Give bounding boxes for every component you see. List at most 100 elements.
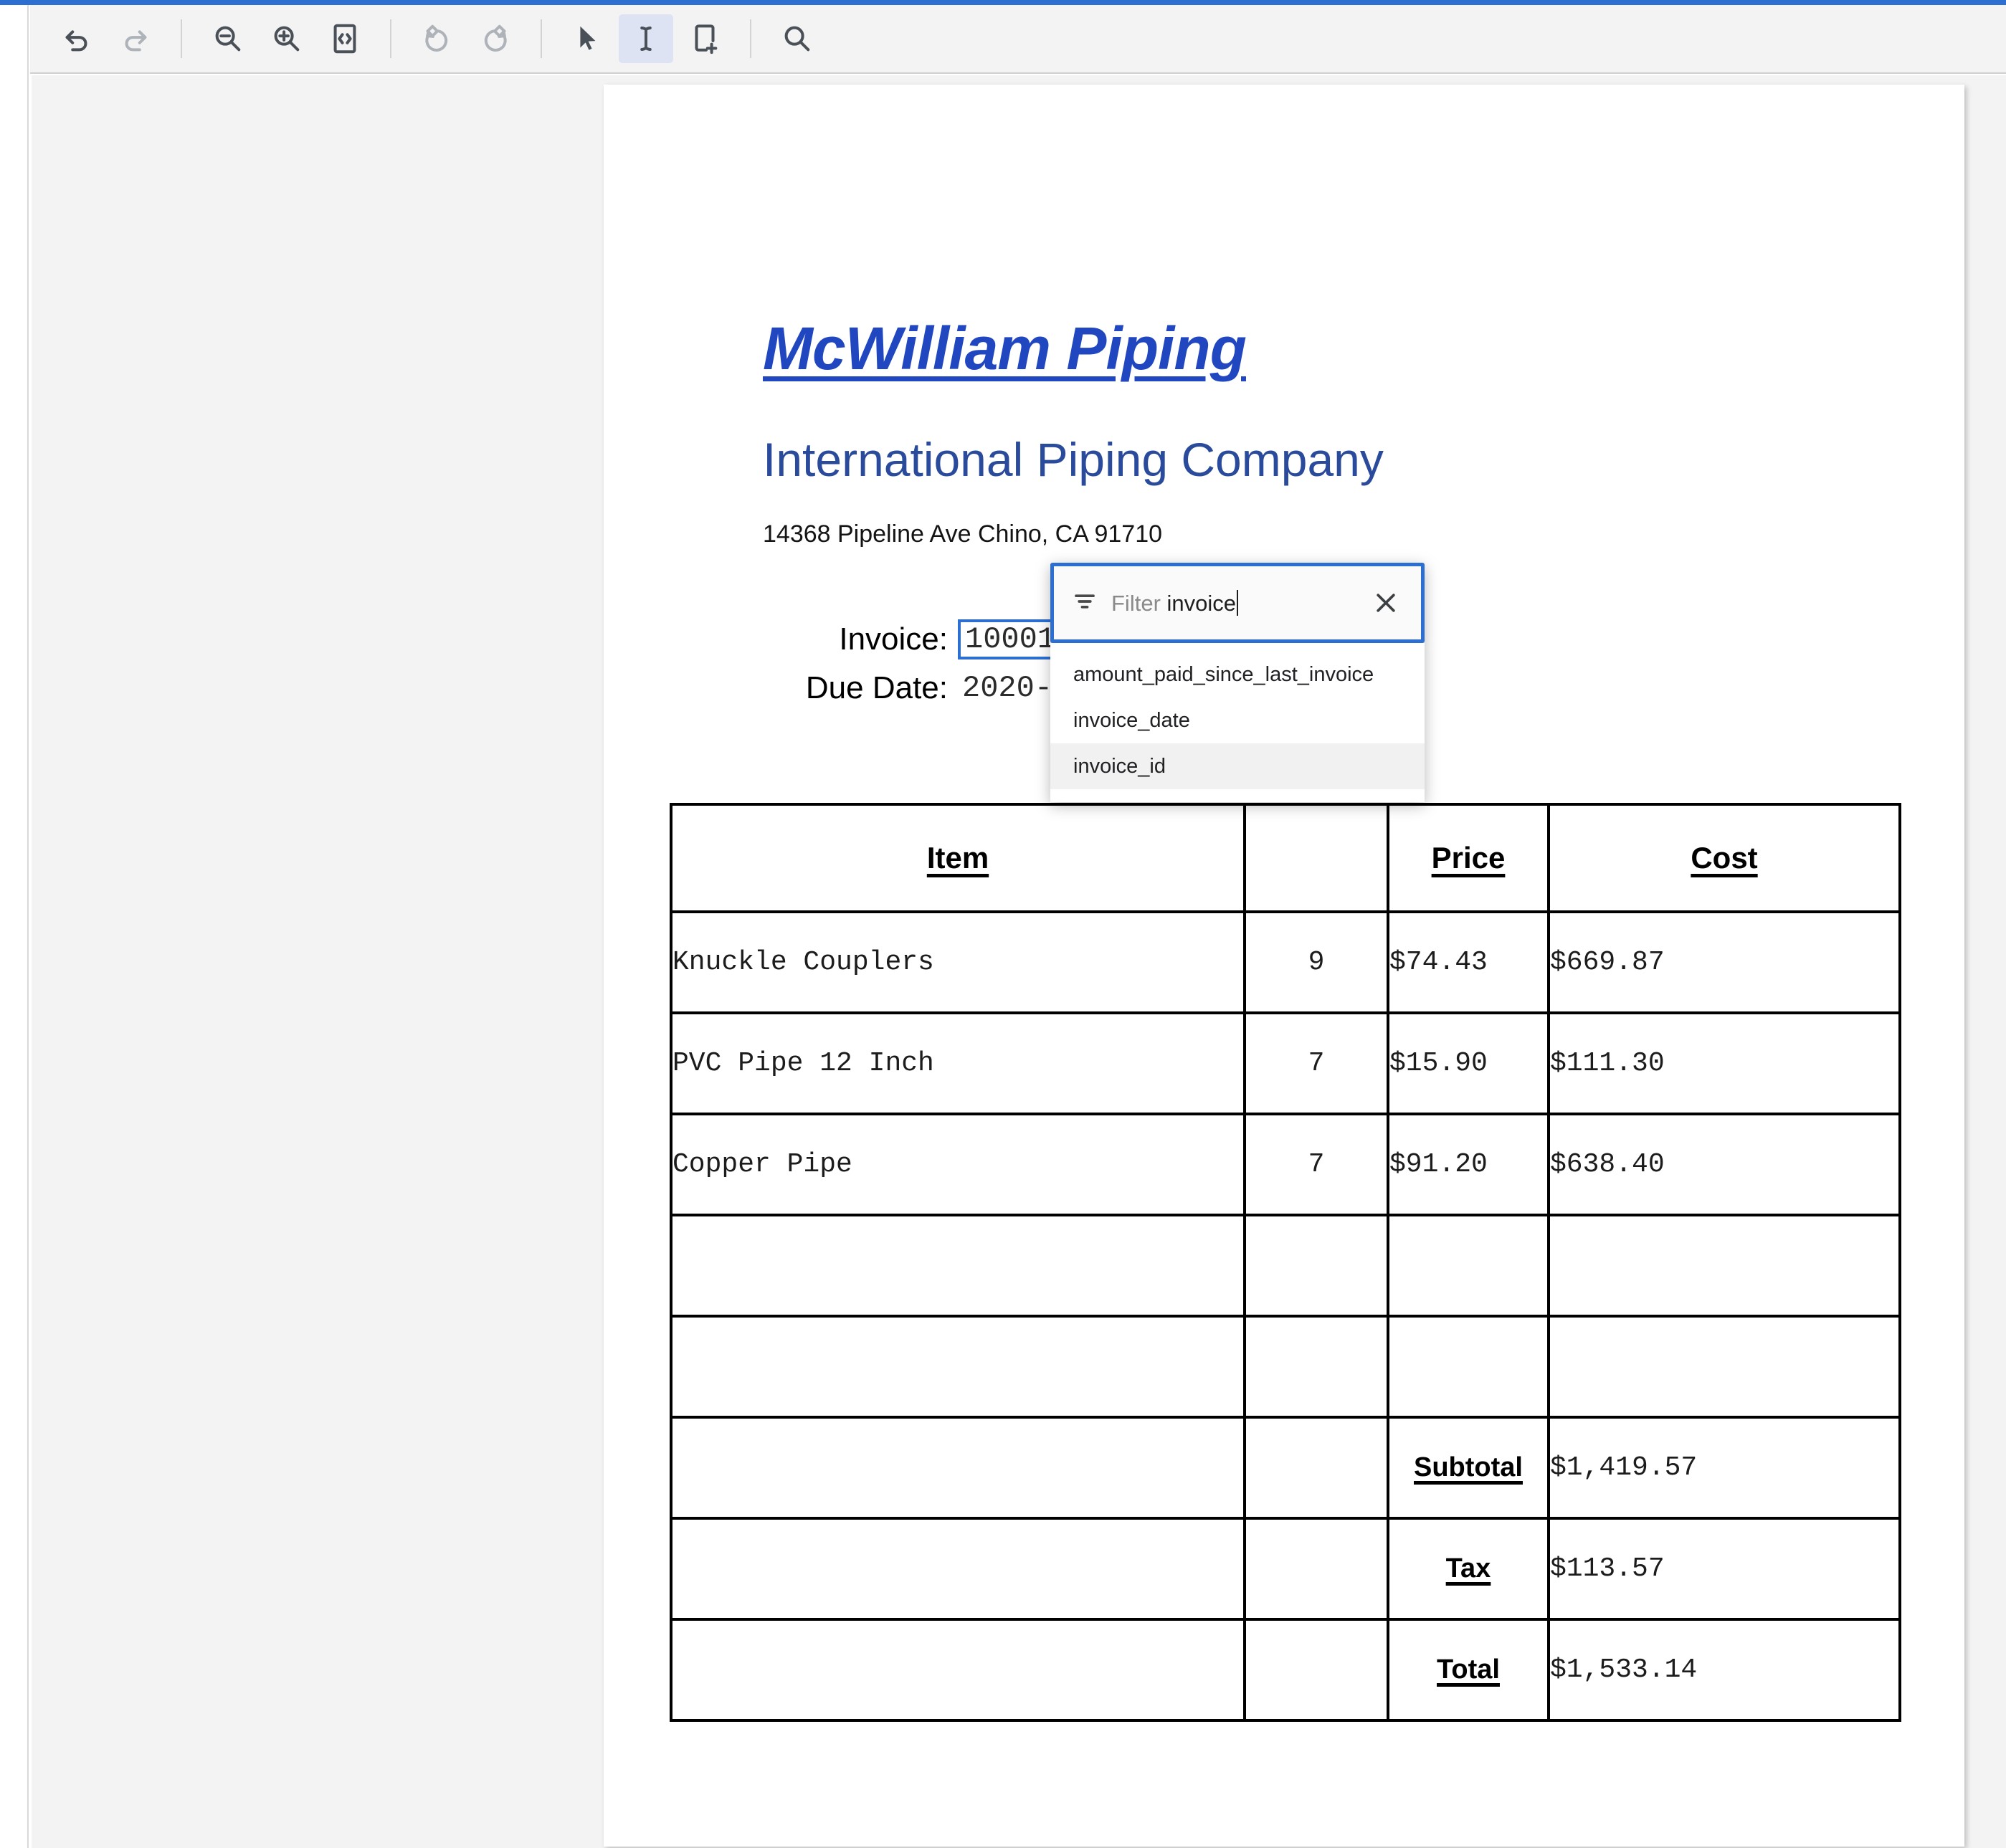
cell-price[interactable]: $74.43	[1387, 910, 1550, 1014]
summary-value-tax[interactable]: $113.57	[1547, 1517, 1901, 1621]
table-row[interactable]	[670, 1315, 1901, 1419]
toolbar-group-history	[47, 14, 165, 63]
filter-options-list: amount_paid_since_last_invoice invoice_d…	[1050, 643, 1425, 802]
text-tool-button[interactable]	[619, 14, 673, 63]
add-page-button[interactable]	[678, 14, 732, 63]
undo-button[interactable]	[49, 14, 104, 63]
toolbar	[30, 5, 2006, 74]
cell-quantity[interactable]: 7	[1243, 1113, 1389, 1216]
column-header-price: Price	[1387, 803, 1550, 913]
add-page-icon	[688, 22, 721, 55]
summary-label-tax: Tax	[1387, 1517, 1550, 1621]
document-page[interactable]: McWilliam Piping International Piping Co…	[604, 85, 1964, 1847]
toolbar-group-tools	[558, 14, 734, 63]
column-header-cost: Cost	[1547, 803, 1901, 913]
filter-list-icon	[1073, 589, 1097, 617]
cell-cost[interactable]: $638.40	[1547, 1113, 1901, 1216]
company-tagline: International Piping Company	[763, 433, 1384, 486]
summary-spacer-item	[670, 1416, 1246, 1520]
rotate-left-icon	[420, 22, 453, 55]
redo-button[interactable]	[108, 14, 163, 63]
cell-quantity[interactable]	[1243, 1214, 1389, 1318]
zoom-in-button[interactable]	[259, 14, 313, 63]
invoice-number-field[interactable]: 10001	[958, 619, 1063, 659]
summary-value-subtotal[interactable]: $1,419.57	[1547, 1416, 1901, 1520]
cell-cost[interactable]	[1547, 1315, 1901, 1419]
column-header-quantity	[1243, 803, 1389, 913]
summary-spacer-quantity	[1243, 1618, 1389, 1722]
cell-item[interactable]: Copper Pipe	[670, 1113, 1246, 1216]
summary-label-subtotal: Subtotal	[1387, 1416, 1550, 1520]
filter-input-container[interactable]: Filter invoice	[1050, 563, 1425, 643]
company-name: McWilliam Piping	[763, 315, 1247, 382]
toolbar-group-search	[767, 14, 826, 63]
invoice-meta-block: Invoice: 10001 Due Date: 2020-0	[754, 615, 1328, 713]
column-header-item: Item	[670, 803, 1246, 913]
summary-spacer-quantity	[1243, 1517, 1389, 1621]
table-row[interactable]	[670, 1214, 1901, 1318]
filter-option-invoice-date[interactable]: invoice_date	[1073, 708, 1190, 732]
zoom-out-icon	[211, 22, 244, 55]
fit-width-icon	[328, 22, 361, 55]
invoice-table: Item Price Cost Knuckle Couplers 9 $74.4…	[670, 803, 1901, 1722]
redo-icon	[119, 22, 152, 55]
top-accent-bar	[0, 0, 2006, 5]
cell-cost[interactable]: $669.87	[1547, 910, 1901, 1014]
cell-price[interactable]	[1387, 1214, 1550, 1318]
cell-price[interactable]: $91.20	[1387, 1113, 1550, 1216]
rotate-right-icon	[479, 22, 512, 55]
invoice-number-row: Invoice: 10001	[754, 615, 1328, 664]
search-button[interactable]	[769, 14, 824, 63]
company-address: 14368 Pipeline Ave Chino, CA 91710	[763, 520, 1163, 548]
text-caret	[1237, 589, 1238, 616]
rotate-left-button[interactable]	[409, 14, 464, 63]
summary-row-tax[interactable]: Tax $113.57	[670, 1517, 1901, 1621]
toolbar-divider-3	[541, 19, 542, 58]
table-row[interactable]: Knuckle Couplers 9 $74.43 $669.87	[670, 910, 1901, 1014]
select-tool-button[interactable]	[560, 14, 614, 63]
cell-quantity[interactable]: 7	[1243, 1011, 1389, 1115]
zoom-out-button[interactable]	[200, 14, 255, 63]
summary-value-total[interactable]: $1,533.14	[1547, 1618, 1901, 1722]
toolbar-group-zoom	[198, 14, 374, 63]
summary-spacer-item	[670, 1618, 1246, 1722]
undo-icon	[60, 22, 93, 55]
table-header-row: Item Price Cost	[670, 803, 1901, 913]
filter-option-amount-paid-since-last-invoice[interactable]: amount_paid_since_last_invoice	[1073, 662, 1374, 686]
due-date-label: Due Date:	[805, 670, 948, 705]
summary-spacer-quantity	[1243, 1416, 1389, 1520]
summary-spacer-item	[670, 1517, 1246, 1621]
cursor-arrow-icon	[571, 22, 604, 55]
document-canvas[interactable]: McWilliam Piping International Piping Co…	[32, 75, 2006, 1848]
filter-input-label: Filter	[1111, 590, 1167, 616]
cell-cost[interactable]	[1547, 1214, 1901, 1318]
cell-item[interactable]: Knuckle Couplers	[670, 910, 1246, 1014]
invoice-number-label: Invoice:	[839, 621, 948, 657]
rotate-right-button[interactable]	[468, 14, 523, 63]
cell-item[interactable]	[670, 1214, 1246, 1318]
filter-option-invoice-id[interactable]: invoice_id	[1050, 743, 1425, 789]
cell-price[interactable]	[1387, 1315, 1550, 1419]
summary-label-total: Total	[1387, 1618, 1550, 1722]
cell-quantity[interactable]	[1243, 1315, 1389, 1419]
thumbnail-rail[interactable]	[0, 5, 29, 1848]
table-row[interactable]: Copper Pipe 7 $91.20 $638.40	[670, 1113, 1901, 1216]
search-icon	[780, 22, 813, 55]
cell-price[interactable]: $15.90	[1387, 1011, 1550, 1115]
close-icon[interactable]	[1369, 586, 1402, 619]
toolbar-divider-2	[390, 19, 391, 58]
fit-width-button[interactable]	[318, 14, 372, 63]
cell-quantity[interactable]: 9	[1243, 910, 1389, 1014]
cell-item[interactable]: PVC Pipe 12 Inch	[670, 1011, 1246, 1115]
text-cursor-icon	[629, 22, 662, 55]
table-row[interactable]: PVC Pipe 12 Inch 7 $15.90 $111.30	[670, 1011, 1901, 1115]
cell-cost[interactable]: $111.30	[1547, 1011, 1901, 1115]
filter-input-value: invoice	[1166, 590, 1237, 616]
summary-row-total[interactable]: Total $1,533.14	[670, 1618, 1901, 1722]
cell-item[interactable]	[670, 1315, 1246, 1419]
invoice-document: McWilliam Piping International Piping Co…	[604, 85, 1964, 1847]
summary-row-subtotal[interactable]: Subtotal $1,419.57	[670, 1416, 1901, 1520]
filter-input[interactable]: Filter invoice	[1111, 589, 1369, 616]
zoom-in-icon	[270, 22, 303, 55]
